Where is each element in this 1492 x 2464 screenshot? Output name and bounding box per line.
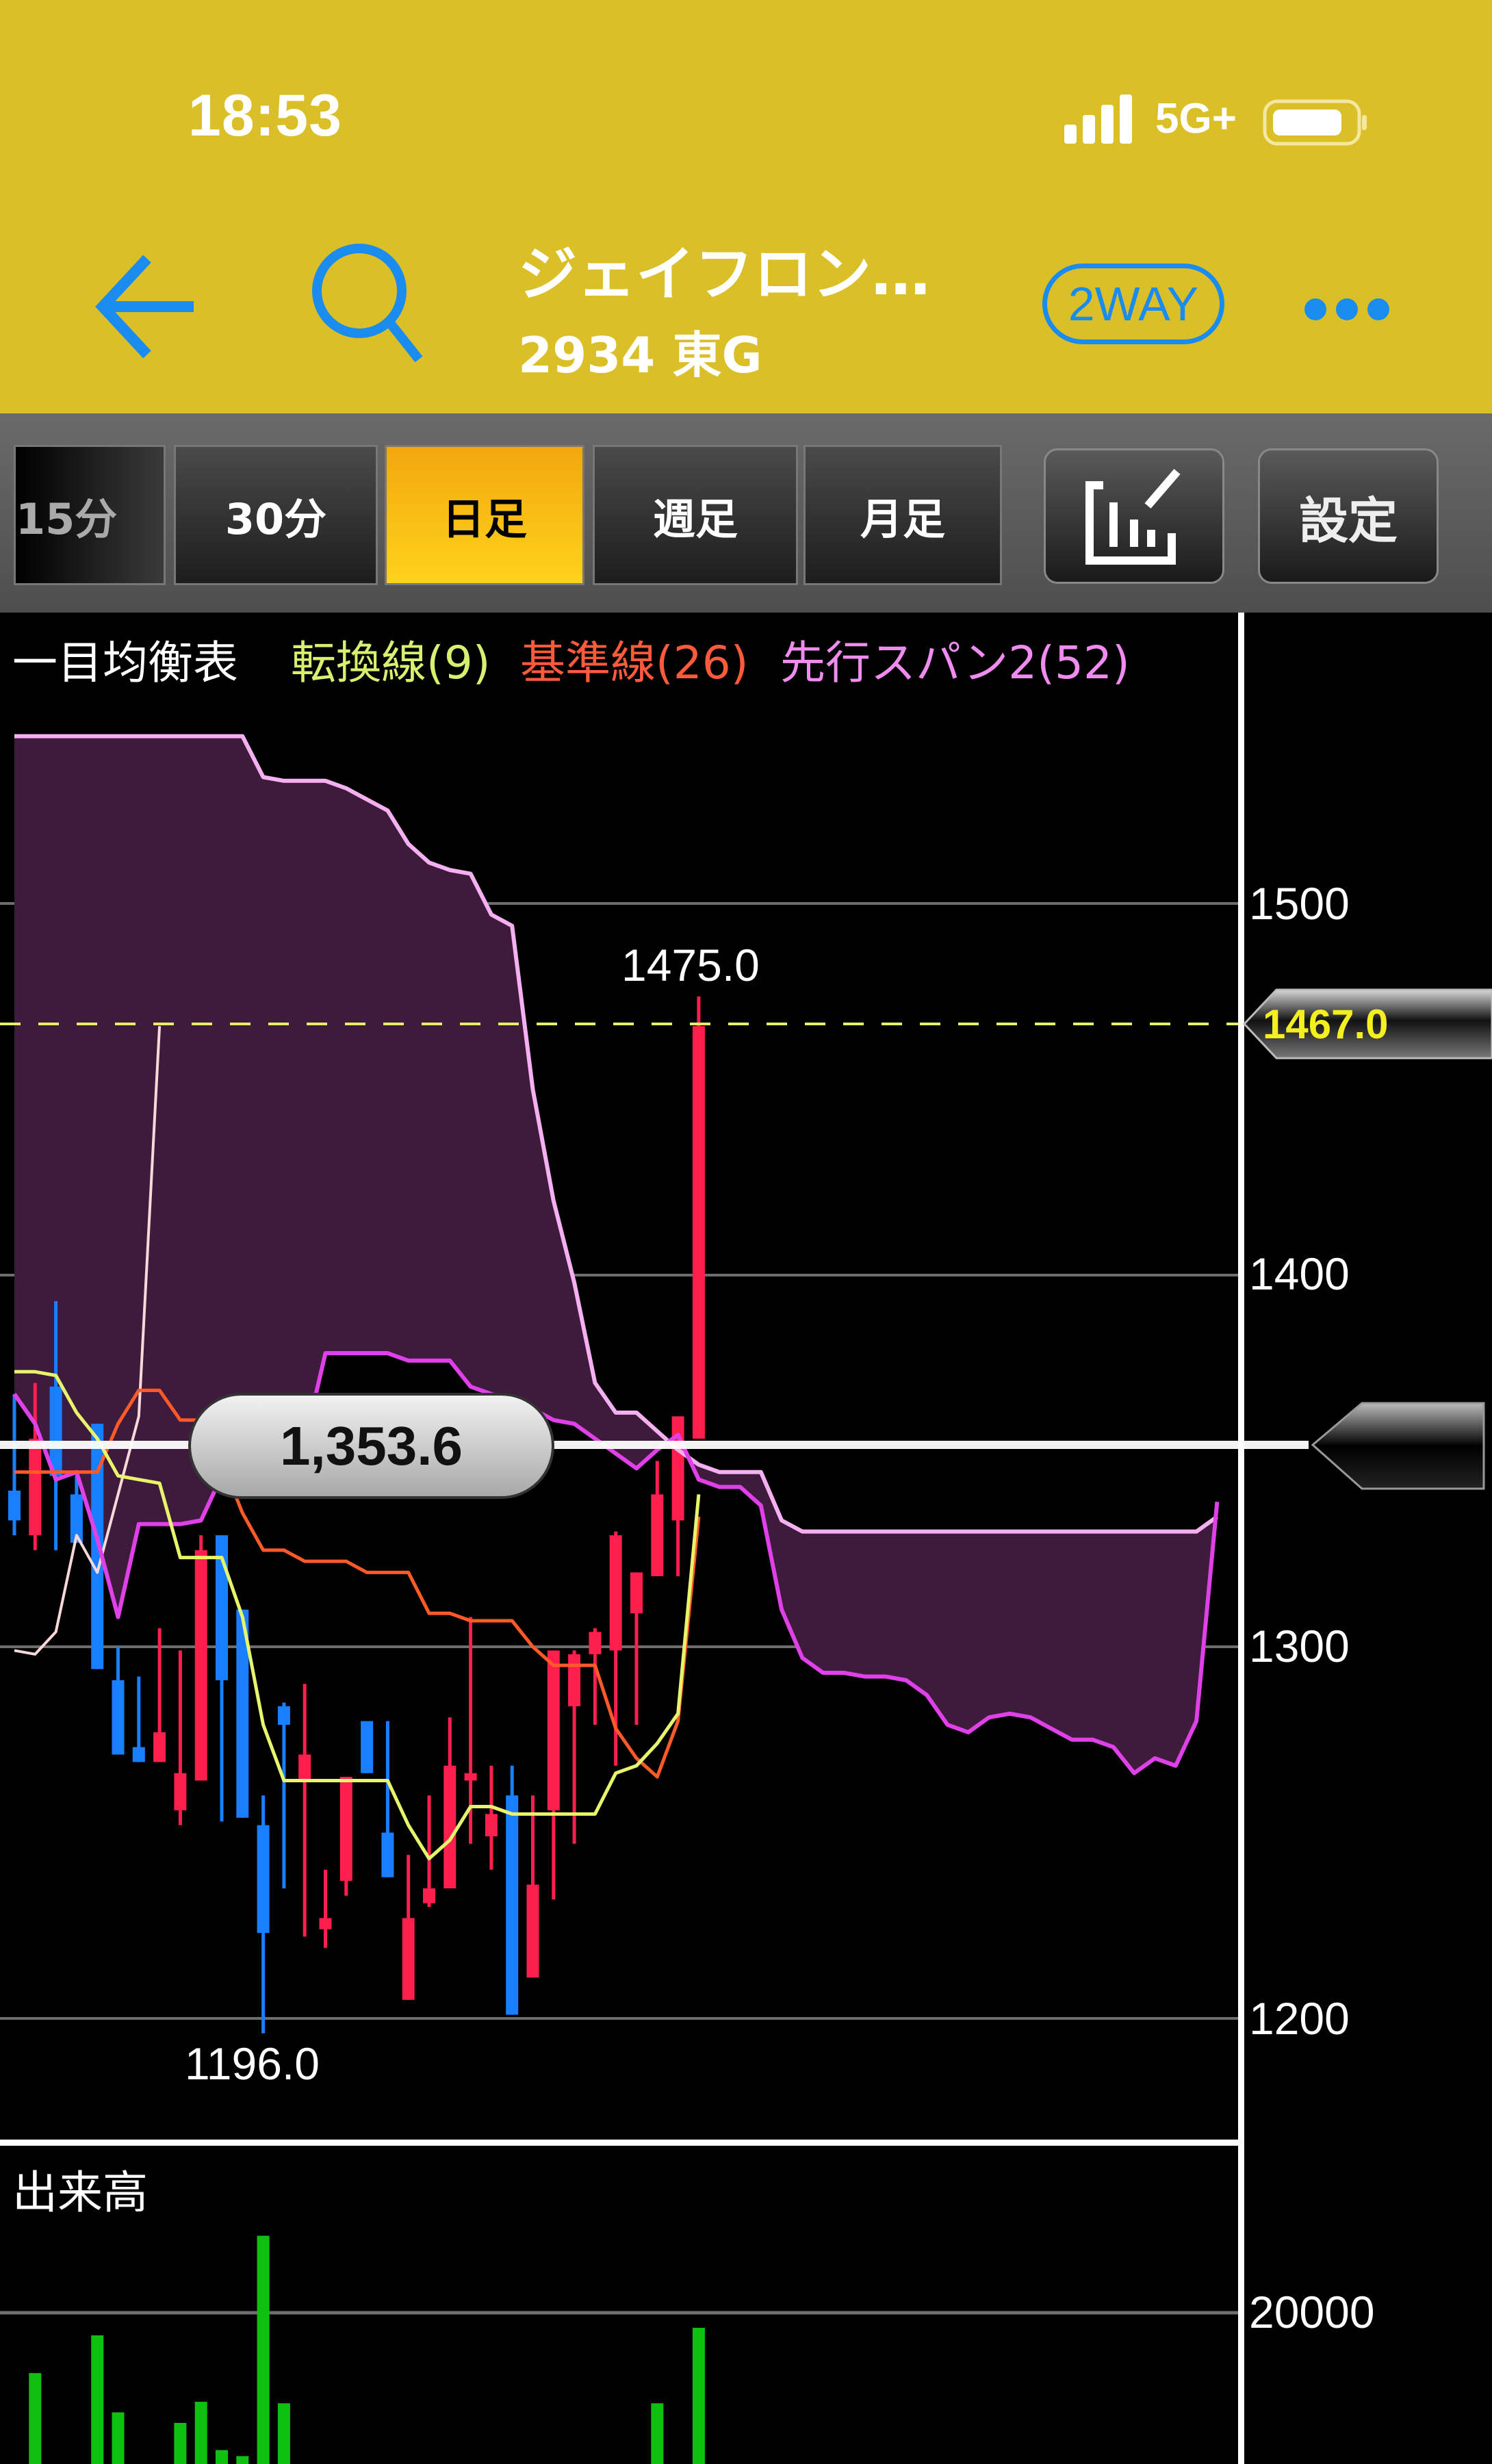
candle-body bbox=[443, 1765, 456, 1888]
candle-body bbox=[277, 1706, 290, 1725]
ichimoku-cloud bbox=[14, 736, 1218, 1773]
candle-body bbox=[298, 1754, 311, 1781]
more-dots-icon[interactable] bbox=[1304, 298, 1389, 320]
candle-body bbox=[174, 1773, 187, 1810]
candle-body bbox=[153, 1732, 166, 1762]
legend-kijun: 基準線(26) bbox=[520, 637, 749, 689]
tab-weekly[interactable]: 週足 bbox=[593, 445, 798, 585]
volume-bar bbox=[29, 2373, 42, 2464]
candle-body bbox=[361, 1721, 374, 1773]
legend-span2: 先行スパン2(52) bbox=[780, 637, 1130, 689]
candle-body bbox=[651, 1494, 664, 1576]
volume-bar bbox=[174, 2422, 187, 2464]
volume-bar bbox=[112, 2412, 125, 2464]
candle-body bbox=[257, 1825, 270, 1934]
status-time: 18:53 bbox=[188, 83, 342, 149]
price-tick-1200: 1200 bbox=[1249, 1993, 1350, 2044]
volume-tick-20000: 20000 bbox=[1249, 2287, 1375, 2337]
candle-body bbox=[132, 1747, 145, 1762]
candle-body bbox=[464, 1773, 477, 1781]
candle-body bbox=[506, 1795, 519, 2015]
volume-bar bbox=[91, 2335, 104, 2464]
candle-body bbox=[609, 1535, 622, 1651]
tenkan-line bbox=[14, 1370, 701, 1861]
2way-button[interactable]: 2WAY bbox=[1042, 264, 1224, 344]
chart-edit-button[interactable] bbox=[1044, 448, 1224, 584]
header-icons bbox=[95, 244, 1389, 363]
legend-tenkan: 転換線(9) bbox=[291, 637, 491, 689]
volume-bar bbox=[277, 2403, 290, 2464]
volume-bar bbox=[194, 2402, 207, 2464]
candle-body bbox=[29, 1438, 42, 1536]
tab-monthly[interactable]: 月足 bbox=[803, 445, 1002, 585]
candle-body bbox=[70, 1494, 83, 1543]
crosshair-price-label[interactable]: 1,353.6 bbox=[188, 1393, 554, 1499]
candle-body bbox=[381, 1832, 394, 1877]
volume-bar bbox=[692, 2328, 705, 2464]
kijun-line bbox=[14, 1388, 701, 1779]
status-icons bbox=[1064, 94, 1367, 146]
candle-body bbox=[547, 1650, 560, 1810]
chart-edit-icon bbox=[1085, 469, 1181, 565]
candle-body bbox=[589, 1632, 602, 1654]
network-label: 5G+ bbox=[1155, 95, 1237, 142]
candle-body bbox=[319, 1918, 332, 1929]
tab-30min[interactable]: 30分 bbox=[174, 445, 378, 585]
price-tick-1500: 1500 bbox=[1249, 878, 1350, 929]
candle-body bbox=[485, 1814, 498, 1836]
candle-body bbox=[526, 1884, 539, 1978]
low-label: 1196.0 bbox=[185, 2038, 320, 2089]
last-price-label: 1467.0 bbox=[1263, 1001, 1389, 1047]
stock-name: ジェイフロン… bbox=[518, 240, 930, 309]
price-axis-line bbox=[1238, 613, 1244, 2464]
volume-bar bbox=[257, 2235, 270, 2464]
candle-body bbox=[339, 1777, 352, 1882]
volume-bar bbox=[651, 2403, 664, 2464]
arrow-left-icon[interactable] bbox=[95, 255, 194, 359]
settings-button[interactable]: 設定 bbox=[1258, 448, 1439, 584]
price-tick-1300: 1300 bbox=[1249, 1621, 1350, 1671]
candle-body bbox=[236, 1609, 249, 1818]
candle-body bbox=[423, 1888, 435, 1903]
candle-body bbox=[49, 1386, 62, 1476]
candle-body bbox=[630, 1572, 643, 1614]
candle-body bbox=[112, 1680, 125, 1755]
crosshair-handle[interactable] bbox=[1311, 1402, 1485, 1490]
candle-body bbox=[8, 1490, 21, 1521]
stock-code-market: 2934 東G bbox=[518, 326, 762, 384]
volume-bar bbox=[236, 2456, 249, 2464]
candle-body bbox=[671, 1416, 684, 1521]
indicator-name: 一目均衡表 bbox=[12, 637, 238, 689]
tab-15min[interactable]: 15分 bbox=[14, 445, 166, 585]
cellular-signal-icon bbox=[1064, 94, 1132, 144]
span2-line bbox=[14, 734, 1219, 1534]
chikou-line bbox=[14, 1026, 162, 1656]
search-icon[interactable] bbox=[312, 244, 423, 363]
last-price-tag bbox=[1242, 988, 1492, 1060]
candle-body bbox=[194, 1550, 207, 1781]
candle-body bbox=[402, 1918, 415, 2000]
volume-title: 出来高 bbox=[12, 2166, 148, 2219]
tab-daily[interactable]: 日足 bbox=[385, 445, 584, 585]
battery-icon bbox=[1263, 99, 1367, 146]
candle-body bbox=[568, 1654, 581, 1706]
app-header bbox=[0, 0, 1492, 413]
volume-bar bbox=[216, 2450, 228, 2464]
panel-divider bbox=[0, 2140, 1238, 2146]
price-tick-1400: 1400 bbox=[1249, 1248, 1350, 1299]
candle-body bbox=[692, 1026, 705, 1439]
high-label: 1475.0 bbox=[621, 940, 760, 990]
